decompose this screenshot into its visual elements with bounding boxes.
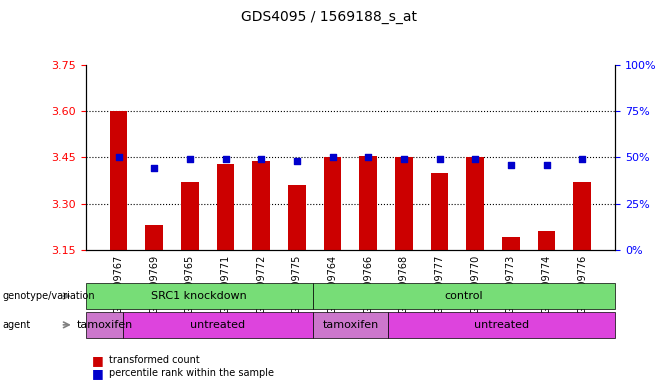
Point [470, 156, 480, 162]
Bar [573, 182, 591, 250]
Bar [145, 225, 163, 250]
Point [542, 162, 552, 168]
Point [399, 156, 409, 162]
Text: untreated: untreated [190, 320, 245, 330]
Point [327, 154, 338, 161]
Bar [110, 111, 128, 250]
Point [113, 154, 124, 161]
Bar [252, 161, 270, 250]
Text: transformed count: transformed count [109, 355, 199, 365]
Point [434, 156, 445, 162]
Bar [467, 157, 484, 250]
Text: GDS4095 / 1569188_s_at: GDS4095 / 1569188_s_at [241, 10, 417, 23]
Point [505, 162, 516, 168]
Text: tamoxifen: tamoxifen [322, 320, 378, 330]
Point [363, 154, 374, 161]
Bar [324, 157, 342, 250]
Bar [502, 237, 520, 250]
Bar [430, 173, 449, 250]
Text: control: control [445, 291, 483, 301]
Bar [181, 182, 199, 250]
Point [220, 156, 231, 162]
Bar [395, 157, 413, 250]
Point [256, 156, 266, 162]
Text: untreated: untreated [474, 320, 529, 330]
Text: SRC1 knockdown: SRC1 knockdown [151, 291, 247, 301]
Text: tamoxifen: tamoxifen [76, 320, 132, 330]
Bar [538, 231, 555, 250]
Bar [216, 164, 234, 250]
Text: ■: ■ [92, 367, 104, 380]
Bar [288, 185, 306, 250]
Text: agent: agent [3, 320, 31, 330]
Bar [359, 156, 377, 250]
Point [291, 158, 302, 164]
Point [185, 156, 195, 162]
Point [149, 166, 159, 172]
Text: genotype/variation: genotype/variation [3, 291, 95, 301]
Point [577, 156, 588, 162]
Text: ■: ■ [92, 354, 104, 367]
Text: percentile rank within the sample: percentile rank within the sample [109, 368, 274, 378]
